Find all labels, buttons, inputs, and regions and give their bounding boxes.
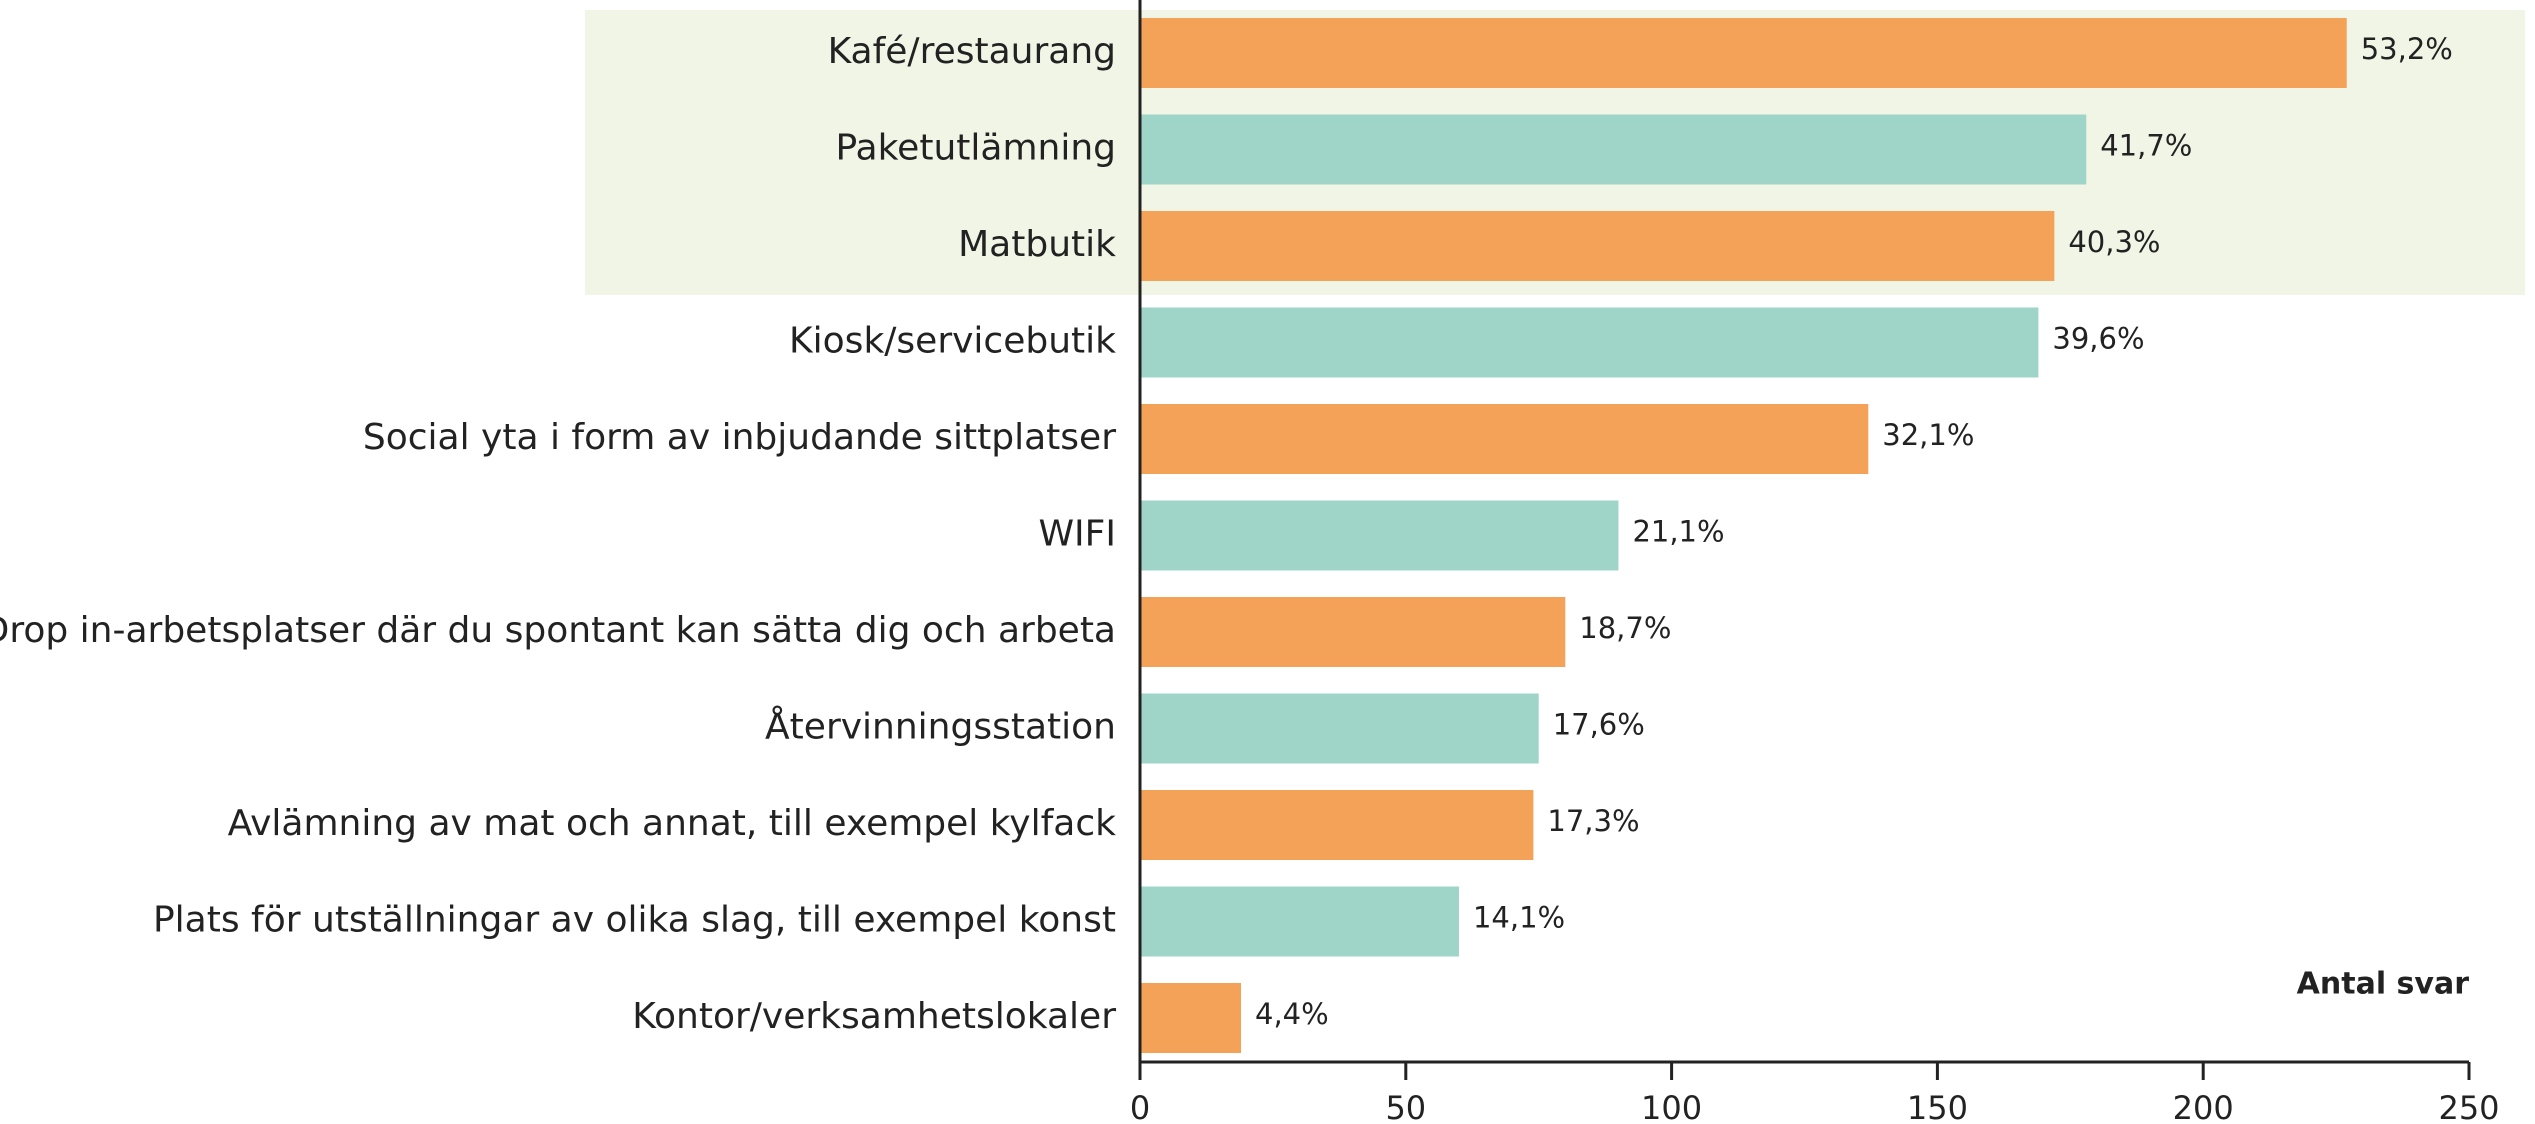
bar xyxy=(1140,500,1619,571)
x-axis-title: Antal svar xyxy=(2297,967,2470,1002)
value-label: 17,6% xyxy=(1553,708,1645,742)
category-label: Matbutik xyxy=(958,224,1116,265)
bar xyxy=(1140,597,1566,667)
x-tick-label: 50 xyxy=(1385,1089,1426,1124)
value-label: 18,7% xyxy=(1579,611,1671,645)
bar xyxy=(1140,693,1539,764)
bar xyxy=(1140,211,2055,281)
bar xyxy=(1140,886,1459,957)
category-label: Paketutlämning xyxy=(835,128,1116,169)
category-label: Avlämning av mat och annat, till exempel… xyxy=(228,803,1117,844)
value-label: 41,7% xyxy=(2100,129,2192,163)
value-label: 39,6% xyxy=(2052,322,2144,356)
bar xyxy=(1140,983,1242,1053)
value-label: 17,3% xyxy=(1547,804,1639,838)
x-tick-label: 200 xyxy=(2173,1089,2234,1124)
category-label: Kiosk/servicebutik xyxy=(789,321,1116,362)
value-label: 40,3% xyxy=(2068,225,2160,259)
category-label: WIFI xyxy=(1038,514,1116,555)
value-label: 53,2% xyxy=(2361,32,2453,66)
x-tick-label: 100 xyxy=(1641,1089,1702,1124)
bar xyxy=(1140,18,2347,88)
category-label: Kafé/restaurang xyxy=(828,31,1116,72)
bar xyxy=(1140,404,1869,474)
category-label: Drop in-arbetsplatser där du spontant ka… xyxy=(0,610,1116,651)
category-label: Social yta i form av inbjudande sittplat… xyxy=(363,417,1116,458)
value-label: 21,1% xyxy=(1632,515,1724,549)
x-tick-label: 150 xyxy=(1907,1089,1968,1124)
category-label: Plats för utställningar av olika slag, t… xyxy=(153,900,1116,941)
bar xyxy=(1140,114,2087,185)
value-label: 14,1% xyxy=(1473,901,1565,935)
x-tick-label: 250 xyxy=(2438,1089,2499,1124)
category-label: Återvinningsstation xyxy=(765,705,1116,748)
value-label: 4,4% xyxy=(1255,997,1329,1031)
x-tick-label: 0 xyxy=(1130,1089,1150,1124)
bar xyxy=(1140,307,2039,378)
category-label: Kontor/verksamhetslokaler xyxy=(632,996,1116,1037)
bar xyxy=(1140,790,1534,860)
value-label: 32,1% xyxy=(1882,418,1974,452)
